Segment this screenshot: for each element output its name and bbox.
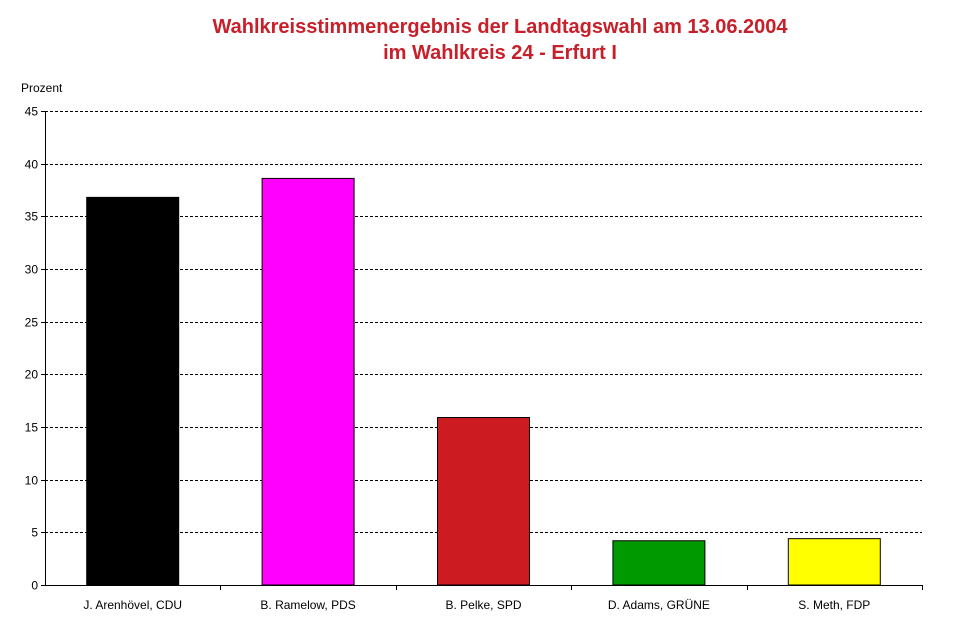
x-tick-label: B. Ramelow, PDS	[260, 598, 355, 612]
gridlines	[45, 111, 922, 533]
y-tick-label: 45	[25, 105, 39, 119]
y-axis-label: Prozent	[21, 81, 63, 95]
x-axis-ticks: J. Arenhövel, CDU B. Ramelow, PDS B. Pelke…	[83, 585, 923, 612]
x-tick-label: S. Meth, FDP	[798, 598, 870, 612]
y-tick-label: 35	[25, 210, 39, 224]
bar	[86, 196, 180, 586]
bar	[437, 417, 530, 586]
bar	[787, 538, 881, 586]
x-tick-label: J. Arenhövel, CDU	[83, 598, 182, 612]
bar	[612, 540, 706, 586]
y-tick-label: 25	[25, 316, 39, 330]
bar	[261, 177, 355, 586]
y-tick-label: 40	[25, 158, 39, 172]
y-axis-ticks: 0 5 10 15 20 25 30 35 40 45	[25, 105, 45, 593]
y-tick-label: 20	[25, 368, 39, 382]
y-tick-label: 15	[25, 421, 39, 435]
chart-title-line-1: Wahlkreisstimmenergebnis der Landtagswah…	[212, 16, 788, 38]
axes	[45, 111, 922, 586]
chart-title-line-2: im Wahlkreis 24 - Erfurt I	[383, 42, 617, 64]
y-tick-label: 30	[25, 263, 39, 277]
chart-title: Wahlkreisstimmenergebnis der Landtagswah…	[0, 14, 960, 66]
x-tick-label: B. Pelke, SPD	[445, 598, 521, 612]
y-tick-label: 0	[31, 579, 38, 593]
x-tick-label: D. Adams, GRÜNE	[608, 598, 710, 612]
y-tick-label: 10	[25, 474, 39, 488]
bars	[86, 177, 881, 586]
y-tick-label: 5	[31, 526, 38, 540]
